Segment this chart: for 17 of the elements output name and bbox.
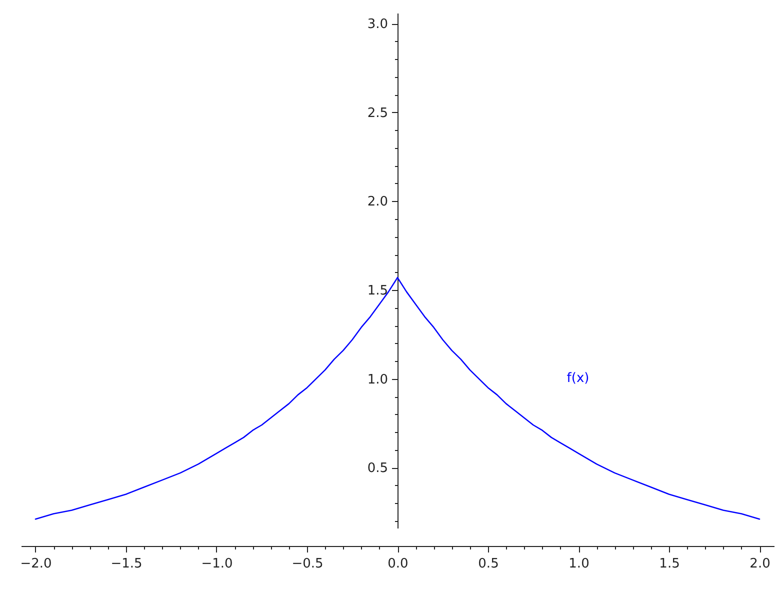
y-tick-label: 3.0 — [367, 17, 388, 32]
y-tick-label: 0.5 — [367, 461, 388, 476]
x-tick-label: 1.0 — [568, 556, 590, 572]
line-series — [34, 276, 760, 520]
x-tick-label: 1.5 — [659, 556, 680, 572]
x-tick-label: 0.5 — [478, 556, 499, 572]
x-tick-label: −0.5 — [292, 556, 324, 572]
x-tick-label: −1.5 — [110, 556, 142, 572]
annotation: f(x) — [566, 371, 590, 386]
x-tick-label: −2.0 — [20, 556, 52, 572]
x-tick-label: 0.0 — [388, 556, 408, 572]
x-tick-label: −1.0 — [201, 556, 233, 572]
y-tick-label: 2.5 — [367, 106, 388, 121]
x-tick-label: 2.0 — [750, 556, 770, 572]
y-tick-label: 1.5 — [367, 284, 388, 299]
y-tick-label: 2.0 — [367, 194, 388, 210]
y-tick-label: 1.0 — [367, 372, 388, 388]
